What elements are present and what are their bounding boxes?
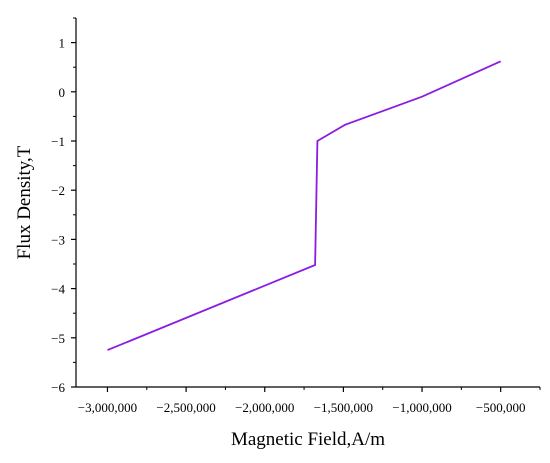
y-tick-label: −5 (51, 331, 65, 346)
y-tick-label: 1 (59, 36, 66, 51)
y-tick-label: −3 (51, 232, 65, 247)
x-tick-label: −2,500,000 (156, 400, 215, 415)
x-tick-label: −500,000 (476, 400, 526, 415)
axes (71, 17, 541, 392)
labels-layer: Magnetic Field,A/m Flux Density,T 1 0 −1 −2… (14, 36, 525, 450)
x-tick-label: −1,000,000 (392, 400, 451, 415)
y-tick-label: 0 (59, 85, 66, 100)
x-tick-label: −3,000,000 (78, 400, 137, 415)
x-tick-label: −1,500,000 (314, 400, 373, 415)
y-axis-title: Flux Density,T (14, 145, 35, 259)
x-axis-title: Magnetic Field,A/m (231, 429, 385, 450)
y-tick-label: −6 (51, 380, 65, 395)
x-tick-label: −2,000,000 (235, 400, 294, 415)
y-tick-label: −2 (51, 183, 65, 198)
series-layer (107, 60, 502, 351)
y-tick-label: −4 (51, 282, 65, 297)
y-tick-label: −1 (51, 134, 65, 149)
series-line-1 (107, 60, 502, 351)
